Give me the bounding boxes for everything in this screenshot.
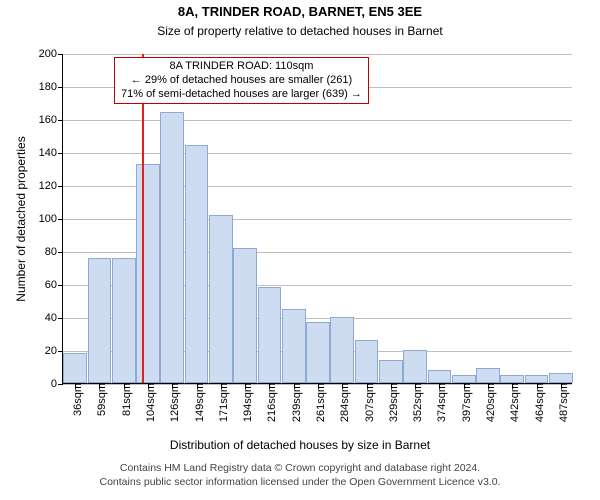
histogram-bar bbox=[379, 360, 403, 383]
xtick-label: 171sqm bbox=[212, 383, 230, 422]
xtick-label: 216sqm bbox=[260, 383, 278, 422]
xtick-label: 194sqm bbox=[236, 383, 254, 422]
chart-container: 8A, TRINDER ROAD, BARNET, EN5 3EE Size o… bbox=[0, 0, 600, 500]
footer-attribution: Contains HM Land Registry data © Crown c… bbox=[0, 462, 600, 489]
histogram-bar bbox=[403, 350, 427, 383]
xtick-label: 464sqm bbox=[528, 383, 546, 422]
ytick-label: 60 bbox=[45, 279, 63, 291]
footer-line-1: Contains HM Land Registry data © Crown c… bbox=[0, 462, 600, 476]
annotation-line: ← 29% of detached houses are smaller (26… bbox=[121, 74, 362, 88]
histogram-bar bbox=[306, 322, 330, 383]
ytick-label: 20 bbox=[45, 345, 63, 357]
xtick-label: 261sqm bbox=[309, 383, 327, 422]
annotation-box: 8A TRINDER ROAD: 110sqm← 29% of detached… bbox=[114, 57, 369, 104]
x-axis-label: Distribution of detached houses by size … bbox=[0, 438, 600, 452]
xtick-label: 284sqm bbox=[333, 383, 351, 422]
ytick-label: 40 bbox=[45, 312, 63, 324]
histogram-bar bbox=[112, 258, 136, 383]
ytick-label: 120 bbox=[39, 180, 63, 192]
xtick-label: 36sqm bbox=[66, 383, 84, 416]
xtick-label: 487sqm bbox=[552, 383, 570, 422]
xtick-label: 81sqm bbox=[115, 383, 133, 416]
gridline bbox=[63, 54, 572, 55]
xtick-label: 149sqm bbox=[188, 383, 206, 422]
histogram-bar bbox=[355, 340, 379, 383]
xtick-label: 352sqm bbox=[406, 383, 424, 422]
ytick-label: 0 bbox=[51, 378, 63, 390]
ytick-label: 180 bbox=[39, 81, 63, 93]
histogram-bar bbox=[233, 248, 257, 383]
xtick-label: 329sqm bbox=[382, 383, 400, 422]
xtick-label: 126sqm bbox=[163, 383, 181, 422]
xtick-label: 374sqm bbox=[430, 383, 448, 422]
histogram-bar bbox=[500, 375, 524, 383]
annotation-line: 8A TRINDER ROAD: 110sqm bbox=[121, 60, 362, 74]
ytick-label: 140 bbox=[39, 147, 63, 159]
xtick-label: 442sqm bbox=[503, 383, 521, 422]
chart-subtitle: Size of property relative to detached ho… bbox=[0, 24, 600, 38]
histogram-bar bbox=[330, 317, 354, 383]
histogram-bar bbox=[160, 112, 184, 383]
histogram-bar bbox=[428, 370, 452, 383]
xtick-label: 104sqm bbox=[139, 383, 157, 422]
histogram-bar bbox=[136, 164, 160, 383]
histogram-bar bbox=[209, 215, 233, 383]
y-axis-label: Number of detached properties bbox=[14, 54, 28, 384]
xtick-label: 420sqm bbox=[479, 383, 497, 422]
histogram-bar bbox=[476, 368, 500, 383]
ytick-label: 80 bbox=[45, 246, 63, 258]
xtick-label: 307sqm bbox=[358, 383, 376, 422]
histogram-bar bbox=[452, 375, 476, 383]
histogram-bar bbox=[525, 375, 549, 383]
histogram-bar bbox=[185, 145, 209, 383]
gridline bbox=[63, 153, 572, 154]
plot-area: 02040608010012014016018020036sqm59sqm81s… bbox=[62, 54, 572, 384]
histogram-bar bbox=[282, 309, 306, 383]
annotation-line: 71% of semi-detached houses are larger (… bbox=[121, 88, 362, 102]
xtick-label: 59sqm bbox=[90, 383, 108, 416]
footer-line-2: Contains public sector information licen… bbox=[0, 476, 600, 490]
ytick-label: 100 bbox=[39, 213, 63, 225]
xtick-label: 397sqm bbox=[455, 383, 473, 422]
ytick-label: 160 bbox=[39, 114, 63, 126]
ytick-label: 200 bbox=[39, 48, 63, 60]
xtick-label: 239sqm bbox=[285, 383, 303, 422]
histogram-bar bbox=[88, 258, 112, 383]
histogram-bar bbox=[63, 353, 87, 383]
chart-title: 8A, TRINDER ROAD, BARNET, EN5 3EE bbox=[0, 4, 600, 19]
gridline bbox=[63, 120, 572, 121]
histogram-bar bbox=[549, 373, 573, 383]
histogram-bar bbox=[258, 287, 282, 383]
